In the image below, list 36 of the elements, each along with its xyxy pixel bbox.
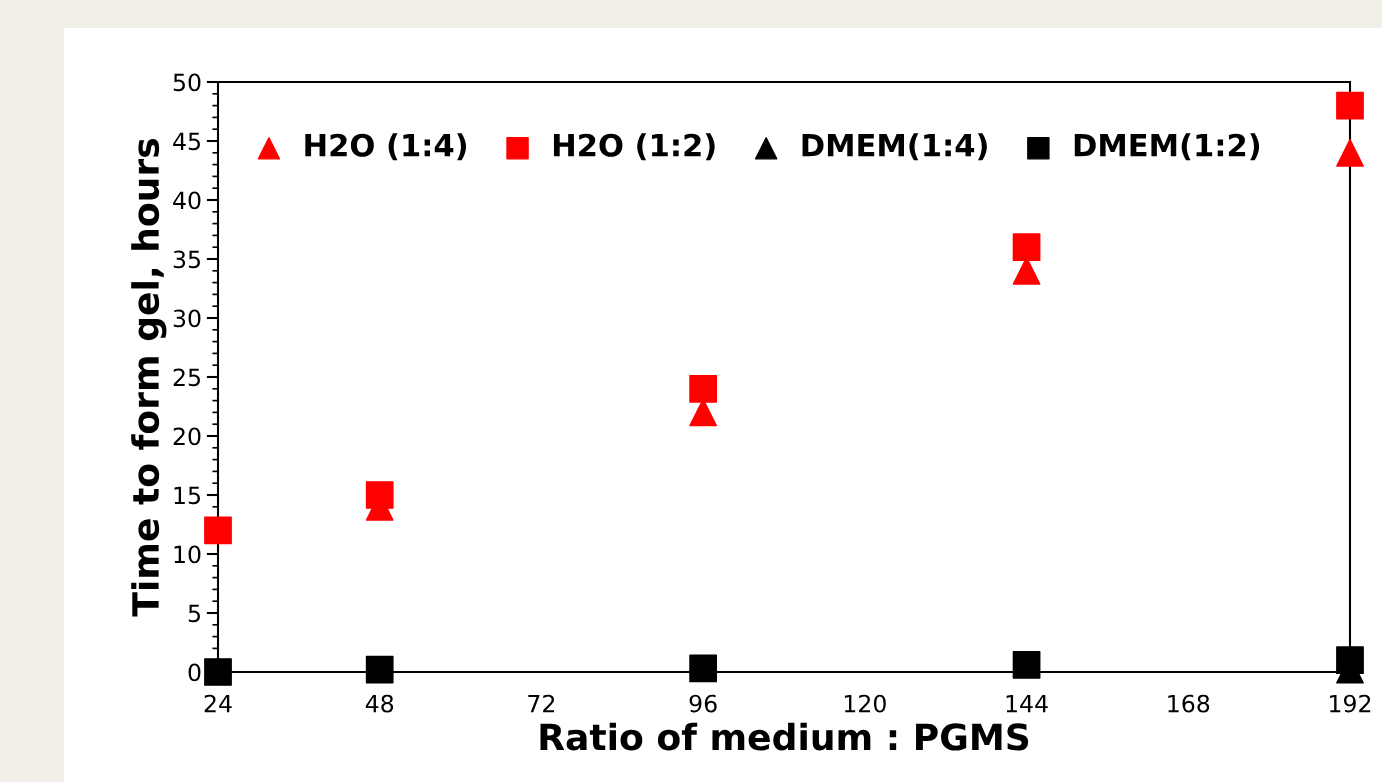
- y-tick-label: 30: [173, 309, 201, 328]
- point: [1336, 91, 1364, 120]
- legend-label: H2O (1:2): [553, 133, 715, 161]
- point: [1336, 138, 1364, 167]
- y-tick-label: 0: [188, 663, 201, 682]
- legend-label: H2O (1:4): [305, 133, 467, 161]
- x-tick-label: 144: [1006, 694, 1048, 713]
- y-tick-label: 50: [173, 73, 201, 92]
- y-tick-label: 40: [173, 191, 201, 210]
- x-tick-label: 72: [528, 694, 555, 713]
- legend-label: DMEM(1:4): [802, 133, 987, 161]
- point: [1336, 646, 1364, 675]
- y-tick-label: 25: [173, 368, 200, 387]
- y-tick-label: 15: [174, 486, 200, 505]
- point: [689, 654, 718, 683]
- x-tick-label: 192: [1330, 694, 1371, 713]
- point: [365, 655, 394, 684]
- x-tick-label: 48: [365, 694, 394, 713]
- x-axis-title: Ratio of medium : PGMS: [540, 722, 1029, 751]
- y-axis-title: Time to form gel, hours: [131, 139, 167, 617]
- y-tick-label: 45: [173, 132, 200, 151]
- x-tick-label: 168: [1168, 694, 1210, 713]
- point: [1012, 233, 1041, 262]
- x-tick-label: 120: [844, 694, 886, 713]
- y-tick-label: 5: [188, 604, 200, 623]
- y-tick-label: 10: [174, 545, 201, 564]
- y-tick-label: 35: [173, 250, 200, 269]
- legend-label: DMEM(1:2): [1074, 133, 1260, 161]
- x-tick-label: 24: [204, 694, 232, 713]
- y-tick-label: 20: [173, 427, 201, 446]
- point: [365, 481, 394, 509]
- point: [1012, 651, 1041, 679]
- point: [689, 374, 718, 403]
- point: [204, 658, 232, 686]
- x-tick-label: 96: [689, 694, 717, 713]
- point: [204, 516, 232, 545]
